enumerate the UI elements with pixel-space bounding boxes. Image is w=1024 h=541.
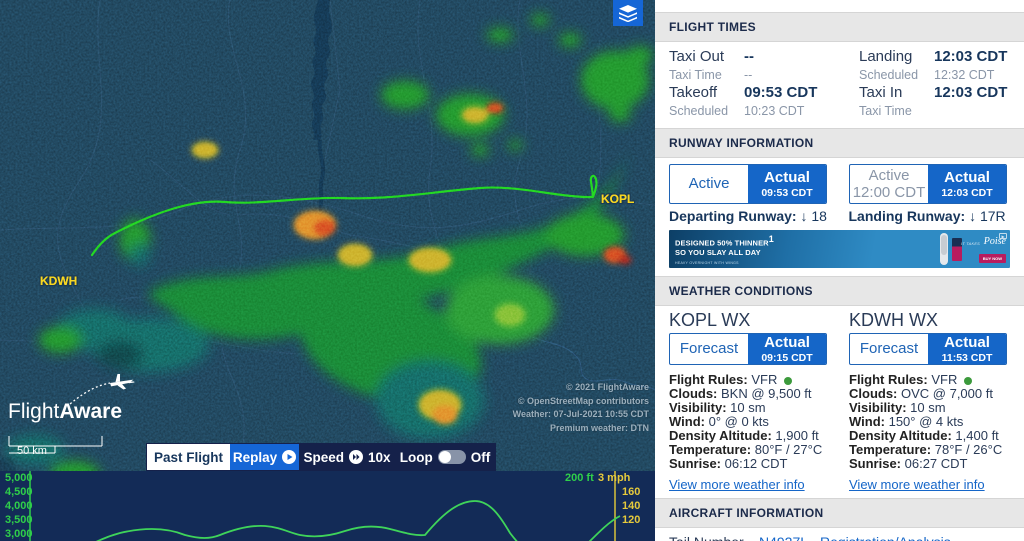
svg-text:KOPL: KOPL bbox=[601, 192, 634, 206]
svg-text:5,000: 5,000 bbox=[5, 472, 33, 484]
svg-text:200 ft: 200 ft bbox=[565, 472, 594, 484]
svg-text:3,000: 3,000 bbox=[5, 528, 33, 540]
svg-text:3,500: 3,500 bbox=[5, 514, 33, 526]
svg-text:160: 160 bbox=[622, 486, 640, 498]
svg-text:3 mph: 3 mph bbox=[598, 472, 631, 484]
svg-text:KDWH: KDWH bbox=[40, 274, 77, 288]
svg-text:120: 120 bbox=[622, 514, 640, 526]
svg-text:4,000: 4,000 bbox=[5, 500, 33, 512]
svg-text:140: 140 bbox=[622, 500, 640, 512]
svg-text:4,500: 4,500 bbox=[5, 486, 33, 498]
